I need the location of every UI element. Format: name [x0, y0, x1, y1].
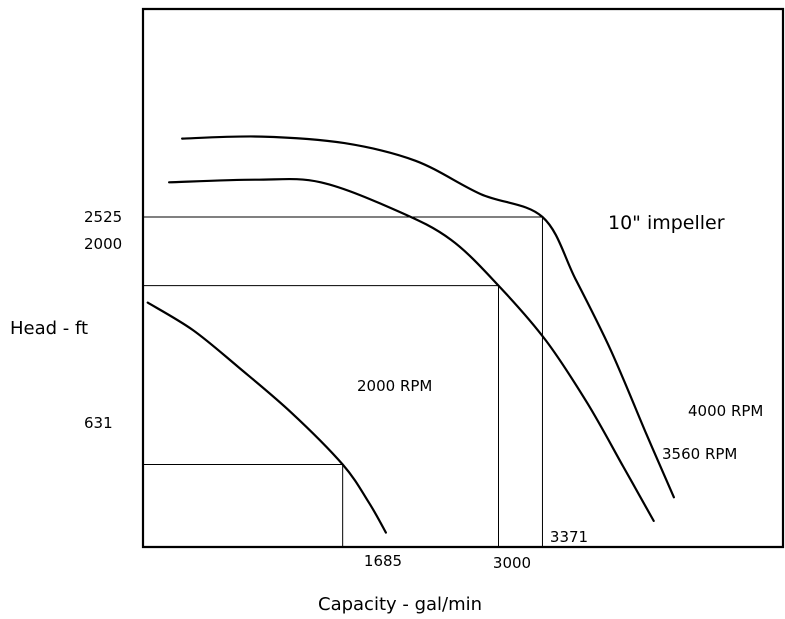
curve-2000-rpm [146, 301, 387, 534]
series-label-3560-rpm: 3560 RPM [662, 445, 737, 463]
x-tick-3000: 3000 [493, 554, 531, 572]
y-tick-631: 631 [84, 414, 113, 432]
labels: Head - ft Capacity - gal/min 10" impelle… [10, 208, 763, 615]
x-tick-1685: 1685 [364, 552, 402, 570]
curve-4000-rpm [181, 135, 675, 499]
series-label-2000-rpm: 2000 RPM [357, 377, 432, 395]
y-axis-label: Head - ft [10, 318, 88, 339]
curve-3560-rpm [168, 177, 655, 522]
y-tick-2000: 2000 [84, 235, 122, 253]
plot-border [141, 7, 785, 549]
reference-lines [143, 216, 543, 547]
impeller-annotation: 10" impeller [608, 212, 725, 234]
x-tick-3371: 3371 [550, 528, 588, 546]
plot-frame [141, 7, 785, 549]
x-axis-label: Capacity - gal/min [318, 594, 482, 615]
series-label-4000-rpm: 4000 RPM [688, 402, 763, 420]
y-tick-2525: 2525 [84, 208, 122, 226]
curves [146, 135, 675, 534]
